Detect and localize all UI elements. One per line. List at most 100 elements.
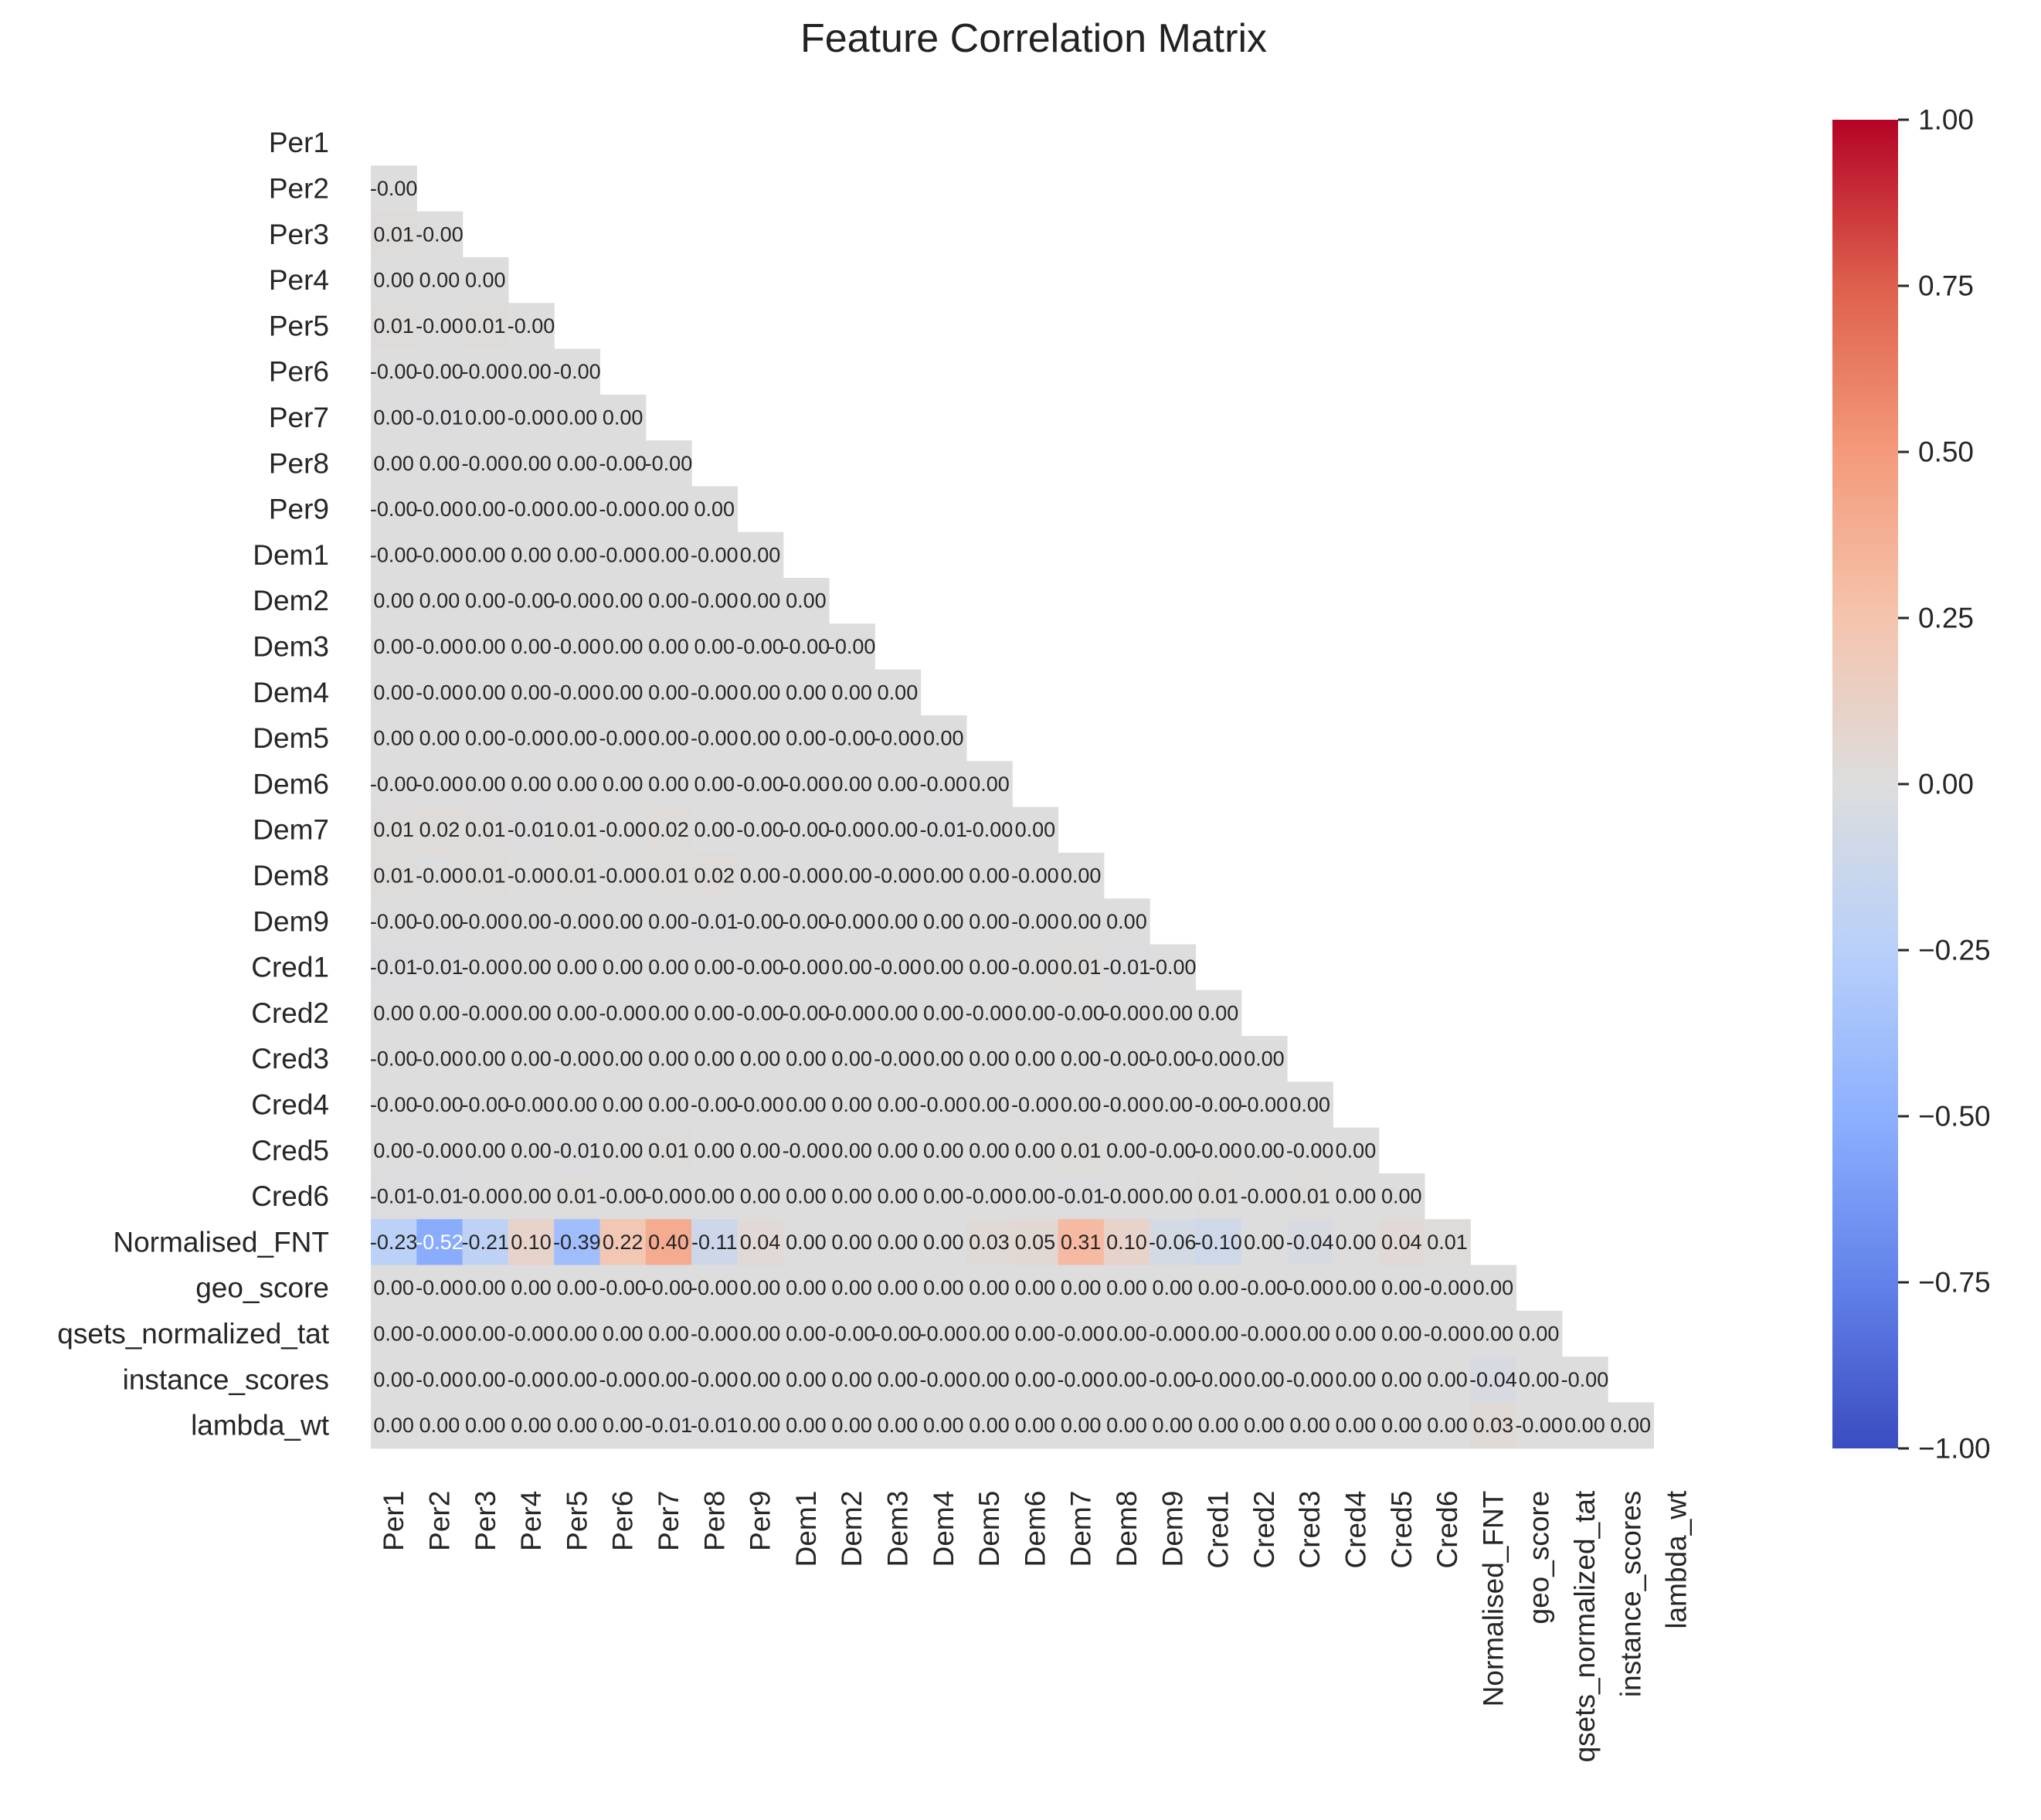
- cell-annotation: 0.01: [648, 1139, 689, 1162]
- heatmap-cell: [1150, 1402, 1196, 1449]
- cell-annotation: 0.00: [465, 1414, 506, 1437]
- cell-annotation: -0.00: [966, 818, 1014, 841]
- cell-annotation: 0.00: [557, 452, 598, 475]
- heatmap-cell: [462, 898, 509, 945]
- heatmap-cell: [1378, 1402, 1425, 1449]
- cell-annotation: 0.00: [1106, 910, 1147, 933]
- x-tick-label: Cred4: [1340, 1491, 1371, 1569]
- cell-annotation: 0.00: [511, 543, 552, 566]
- cell-annotation: 0.00: [648, 910, 689, 933]
- heatmap-cell: [1058, 1173, 1105, 1220]
- cell-annotation: -0.00: [1561, 1368, 1609, 1391]
- cell-annotation: -0.00: [828, 727, 876, 750]
- cell-annotation: -0.00: [599, 1276, 647, 1299]
- cell-annotation: -0.06: [1149, 1231, 1197, 1254]
- heatmap-cell: [920, 990, 967, 1037]
- cell-annotation: 0.00: [694, 1001, 735, 1024]
- heatmap-cell: [462, 990, 509, 1037]
- heatmap-cell: [508, 440, 555, 487]
- heatmap-cell: [874, 1173, 922, 1220]
- heatmap-cell: [508, 348, 555, 396]
- cell-annotation: 0.00: [648, 727, 689, 750]
- heatmap-cell: [508, 394, 555, 441]
- heatmap-cell: [737, 1081, 784, 1129]
- x-tick-labels: Per1 Per2 Per3 Per4 Per5 Per6 Per7 Per8 Per9 Dem1…: [378, 1490, 1692, 1762]
- cell-annotation: 0.00: [740, 1276, 781, 1299]
- cell-annotation: -0.00: [645, 1185, 693, 1208]
- x-tick-label: Cred2: [1248, 1491, 1280, 1569]
- cell-annotation: -0.00: [736, 772, 784, 796]
- heatmap-cell: [371, 806, 417, 854]
- heatmap-cell: [416, 256, 464, 304]
- heatmap-cell: [645, 486, 692, 533]
- cell-annotation: 0.00: [878, 681, 919, 704]
- heatmap-cell: [874, 761, 922, 808]
- cell-annotation: 0.00: [969, 1139, 1010, 1162]
- cell-annotation: 0.00: [786, 1414, 827, 1437]
- heatmap-cell: [1241, 1127, 1288, 1174]
- cell-annotation: 0.01: [1427, 1231, 1468, 1254]
- cell-annotation: 0.00: [831, 1414, 872, 1437]
- heatmap-cell: [737, 669, 784, 716]
- heatmap-cell: [371, 852, 417, 899]
- heatmap-cell: [554, 531, 601, 579]
- cell-annotation: 0.00: [740, 1322, 781, 1345]
- heatmap-cell: [554, 623, 601, 671]
- heatmap-cell: [920, 1265, 967, 1312]
- cell-annotation: 0.00: [1336, 1414, 1377, 1437]
- cell-annotation: 0.00: [1106, 1368, 1147, 1391]
- cell-annotation: 0.00: [465, 727, 506, 750]
- cell-annotation: 0.00: [557, 772, 598, 796]
- heatmap-cell: [371, 715, 417, 762]
- heatmap-cell: [645, 440, 692, 487]
- heatmap-cell: [966, 944, 1013, 991]
- heatmap-cell: [920, 1402, 967, 1449]
- cell-annotation: -0.01: [508, 818, 555, 841]
- cell-annotation: 0.10: [511, 1231, 552, 1254]
- cell-annotation: -0.21: [461, 1231, 509, 1254]
- y-tick-label: Per1: [269, 127, 329, 158]
- cell-annotation: 0.00: [511, 910, 552, 933]
- cell-annotation: 0.00: [511, 681, 552, 704]
- x-tick-label: Per9: [745, 1491, 776, 1551]
- cell-annotation: 0.00: [603, 681, 644, 704]
- cell-annotation: 0.00: [923, 864, 964, 887]
- heatmap-cell: [416, 806, 464, 854]
- cell-annotation: 0.02: [419, 818, 460, 841]
- cell-annotation: 0.01: [1198, 1185, 1239, 1208]
- heatmap-cell: [737, 1173, 784, 1220]
- cell-annotation: 0.00: [1336, 1231, 1377, 1254]
- cell-annotation: -0.00: [553, 910, 601, 933]
- cell-annotation: -0.00: [599, 543, 647, 566]
- heatmap-cell: [1058, 1219, 1105, 1266]
- cell-annotation: 0.00: [1198, 1276, 1239, 1299]
- heatmap-cell: [645, 806, 692, 854]
- cell-annotation: -0.00: [1241, 1322, 1289, 1345]
- cell-annotation: -0.00: [966, 1185, 1014, 1208]
- cell-annotation: -0.00: [736, 818, 784, 841]
- heatmap-cell: [874, 1310, 922, 1357]
- heatmap-cell: [829, 1402, 875, 1449]
- cell-annotation: -0.00: [1194, 1368, 1242, 1391]
- cell-annotation: -0.00: [416, 1048, 464, 1071]
- y-tick-label: Per8: [269, 447, 329, 479]
- cell-annotation: -0.00: [370, 177, 418, 200]
- cell-annotation: 0.00: [648, 1093, 689, 1116]
- heatmap-cell: [966, 1127, 1013, 1174]
- cell-annotation: 0.00: [648, 1001, 689, 1024]
- heatmap-cell: [645, 761, 692, 808]
- y-tick-label: Cred1: [251, 952, 329, 983]
- heatmap-cell: [1150, 1357, 1196, 1403]
- cell-annotation: -0.10: [1194, 1231, 1242, 1254]
- cell-annotation: 0.00: [1061, 1048, 1102, 1071]
- heatmap-cell: [1058, 1402, 1105, 1449]
- y-tick-label: Per6: [269, 356, 329, 388]
- cell-annotation: 0.00: [557, 1322, 598, 1345]
- heatmap-cell: [1241, 1402, 1288, 1449]
- cell-annotation: 0.00: [1336, 1322, 1377, 1345]
- heatmap-cell: [599, 1173, 647, 1220]
- heatmap-cell: [1333, 1265, 1380, 1312]
- heatmap-cell: [416, 348, 464, 396]
- cell-annotation: -0.00: [1057, 1322, 1105, 1345]
- cell-annotation: -0.01: [1057, 1185, 1105, 1208]
